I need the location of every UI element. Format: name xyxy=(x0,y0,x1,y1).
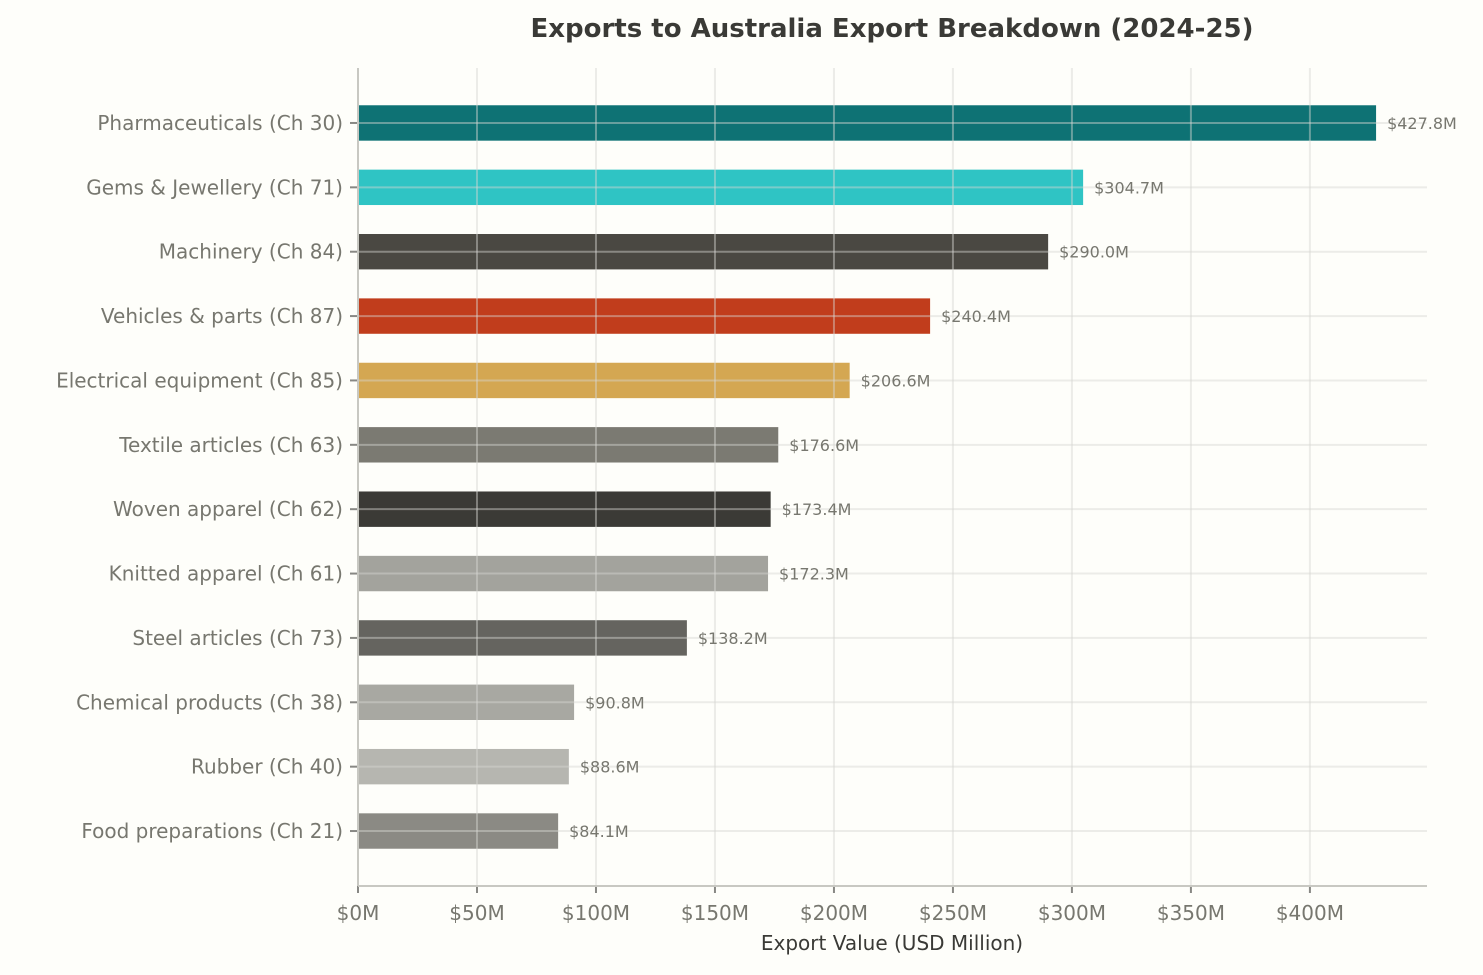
y-tick-label: Electrical equipment (Ch 85) xyxy=(56,368,343,392)
bar xyxy=(358,298,931,334)
bar xyxy=(358,169,1084,206)
y-tick-label: Rubber (Ch 40) xyxy=(191,755,343,779)
x-tick-label: $350M xyxy=(1157,901,1225,925)
x-axis-label: Export Value (USD Million) xyxy=(761,931,1023,955)
bar xyxy=(358,427,779,463)
data-label: $290.0M xyxy=(1059,243,1129,262)
data-label: $240.4M xyxy=(941,307,1011,326)
x-tick-label: $150M xyxy=(681,901,749,925)
x-tick-label: $100M xyxy=(562,901,630,925)
y-tick-label: Gems & Jewellery (Ch 71) xyxy=(86,175,343,199)
data-label: $304.7M xyxy=(1094,178,1164,197)
data-label: $88.6M xyxy=(580,758,640,777)
bar xyxy=(358,555,769,592)
bar xyxy=(358,362,850,399)
bar xyxy=(358,684,575,720)
bar xyxy=(358,234,1049,270)
data-label: $206.6M xyxy=(861,371,931,390)
data-label: $90.8M xyxy=(585,693,645,712)
y-tick-label: Food preparations (Ch 21) xyxy=(81,819,343,843)
y-tick-label: Machinery (Ch 84) xyxy=(159,240,343,264)
y-tick-label: Woven apparel (Ch 62) xyxy=(113,497,343,521)
chart-title: Exports to Australia Export Breakdown (2… xyxy=(530,14,1253,44)
bar xyxy=(358,105,1377,141)
x-tick-label: $200M xyxy=(800,901,868,925)
y-tick-label: Chemical products (Ch 38) xyxy=(76,690,343,714)
bar xyxy=(358,748,569,785)
data-label: $427.8M xyxy=(1387,114,1457,133)
x-tick-label: $0M xyxy=(337,901,380,925)
y-tick-label: Textile articles (Ch 63) xyxy=(118,433,343,457)
bar xyxy=(358,620,687,656)
y-tick-label: Pharmaceuticals (Ch 30) xyxy=(97,111,343,135)
y-tick-label: Vehicles & parts (Ch 87) xyxy=(101,304,343,328)
y-tick-label: Knitted apparel (Ch 61) xyxy=(109,562,343,586)
y-tick-label: Steel articles (Ch 73) xyxy=(132,626,343,650)
x-tick-label: $50M xyxy=(449,901,504,925)
bar xyxy=(358,491,771,527)
x-tick-label: $400M xyxy=(1276,901,1344,925)
data-label: $176.6M xyxy=(789,436,859,455)
data-label: $172.3M xyxy=(779,565,849,584)
data-label: $84.1M xyxy=(569,822,629,841)
x-tick-label: $300M xyxy=(1038,901,1106,925)
x-tick-label: $250M xyxy=(919,901,987,925)
data-label: $173.4M xyxy=(782,500,852,519)
bar xyxy=(358,813,559,849)
data-label: $138.2M xyxy=(698,629,768,648)
